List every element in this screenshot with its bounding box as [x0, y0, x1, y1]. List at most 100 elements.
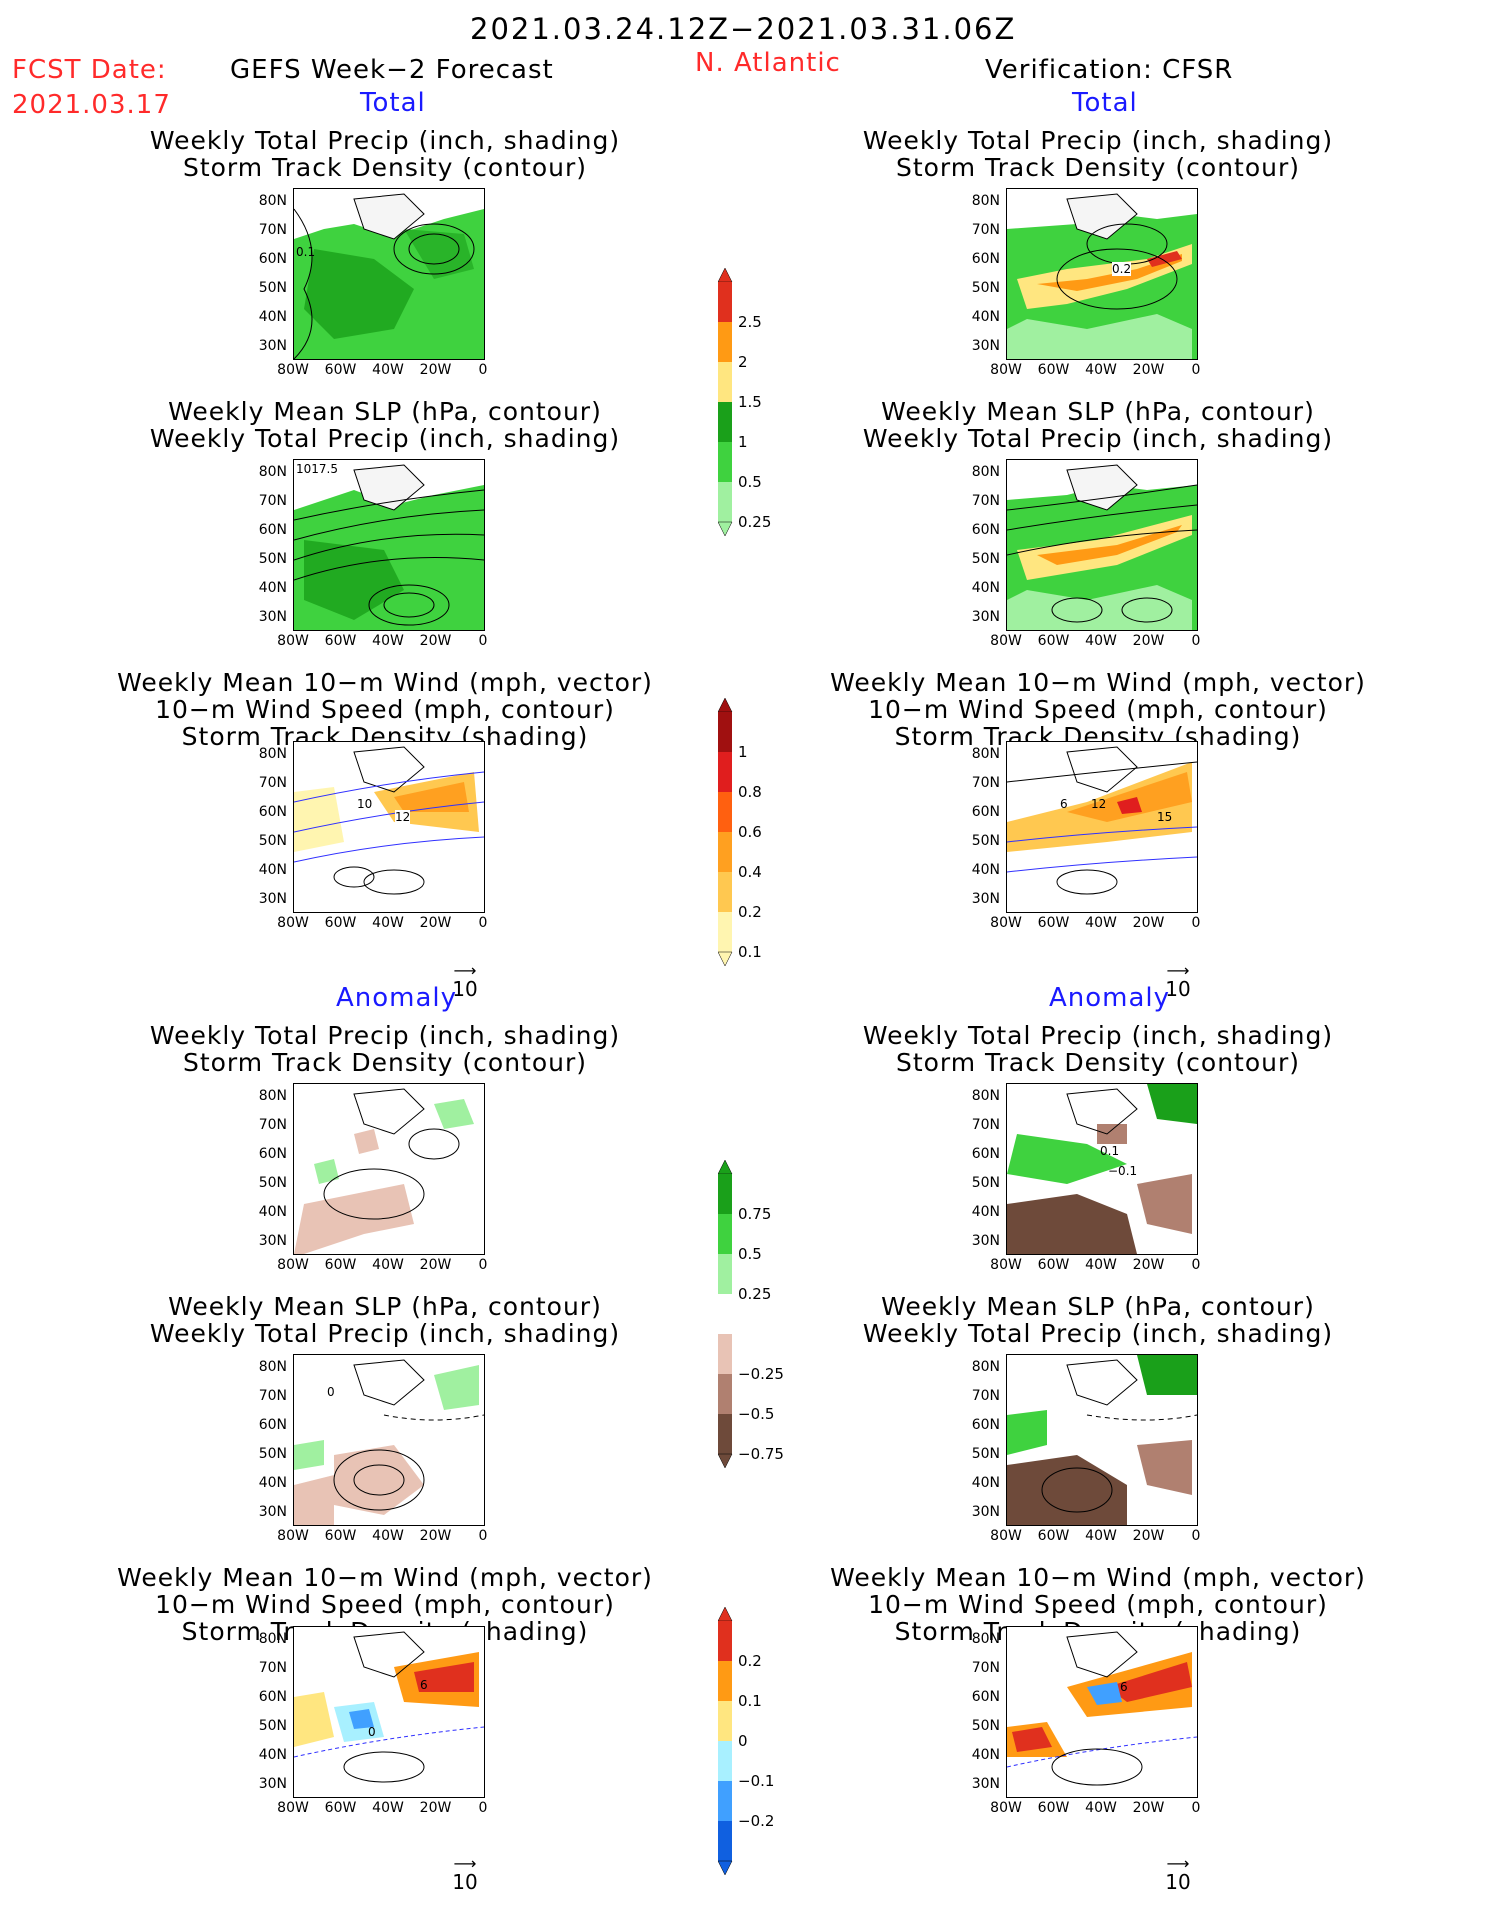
- lon-tick-label: 0: [478, 1257, 488, 1273]
- colorbar-segment: [718, 362, 732, 402]
- lon-tick-label: 0: [478, 915, 488, 931]
- lat-tick-label: 30N: [971, 891, 1000, 907]
- map-vf-total-precip-svg: [1007, 189, 1197, 359]
- colorbar-svg: [717, 1159, 733, 1469]
- colorbar-tick-label: 1: [738, 743, 748, 761]
- colorbar-tick-label: 0.75: [738, 1205, 772, 1223]
- fcst-date-value: 2021.03.17: [12, 90, 171, 120]
- colorbar-bottom-triangle: [717, 521, 733, 537]
- lon-tick-label: 0: [1191, 1528, 1201, 1544]
- colorbar-segment: [718, 712, 732, 752]
- lat-tick-label: 60N: [971, 251, 1000, 267]
- panel-title-fc-total-2: Weekly Mean SLP (hPa, contour) Weekly Tot…: [149, 397, 621, 453]
- lat-tick-label: 40N: [971, 1747, 1000, 1763]
- lat-tick-label: 80N: [258, 464, 287, 480]
- panel-title-fc-anom-2: Weekly Mean SLP (hPa, contour) Weekly Tot…: [149, 1292, 621, 1348]
- map-label-vf-anom-1b: −0.1: [1108, 1164, 1138, 1178]
- lat-tick-label: 70N: [971, 1660, 1000, 1676]
- lat-tick-label: 30N: [971, 609, 1000, 625]
- lon-tick-label: 60W: [1037, 1528, 1070, 1544]
- lon-tick-label: 40W: [372, 1800, 404, 1816]
- lat-tick-label: 80N: [258, 1359, 287, 1375]
- map-fc-total-wind: [293, 741, 485, 913]
- lon-tick-label: 60W: [1037, 362, 1070, 378]
- colorbar-tick-label: 0.5: [738, 473, 762, 491]
- map-vf-anom-slp: [1006, 1354, 1198, 1526]
- lon-tick-label: 0: [1191, 1800, 1201, 1816]
- map-label-fc-total-3a: 10: [357, 797, 373, 811]
- lat-tick-label: 60N: [971, 1146, 1000, 1162]
- map-label-vf-total-3c: 15: [1157, 810, 1173, 824]
- colorbar-svg: [717, 267, 733, 537]
- lon-tick-label: 40W: [1085, 1257, 1117, 1273]
- map-vf-anom-slp-svg: [1007, 1355, 1197, 1525]
- map-vf-anom-precip: [1006, 1083, 1198, 1255]
- colorbar-tick-label: 0.4: [738, 863, 762, 881]
- colorbar-tick-label: 0.2: [738, 1652, 762, 1670]
- lon-tick-label: 0: [1191, 362, 1201, 378]
- lat-tick-label: 70N: [971, 1117, 1000, 1133]
- lat-tick-label: 30N: [971, 1233, 1000, 1249]
- map-fc-total-slp: [293, 459, 485, 631]
- colorbar-segment: [718, 1254, 732, 1294]
- colorbar-tick-label: 0.1: [738, 1692, 762, 1710]
- colorbar-segment: [718, 1294, 732, 1334]
- lon-tick-label: 60W: [1037, 633, 1070, 649]
- lat-tick-label: 70N: [971, 222, 1000, 238]
- lat-tick-label: 50N: [258, 280, 287, 296]
- lon-tick-label: 80W: [990, 1257, 1022, 1273]
- lat-tick-label: 70N: [258, 775, 287, 791]
- lat-tick-label: 50N: [971, 833, 1000, 849]
- lat-tick-label: 60N: [258, 1417, 287, 1433]
- lat-tick-label: 50N: [258, 1446, 287, 1462]
- colorbar-segment: [718, 282, 732, 322]
- lat-tick-label: 80N: [971, 464, 1000, 480]
- lon-tick-label: 40W: [372, 362, 404, 378]
- lat-tick-label: 70N: [258, 1660, 287, 1676]
- colorbar-precip-anom: 0.75 0.5 0.25 −0.25 −0.5 −0.75: [717, 1159, 784, 1484]
- colorbar-segment: [718, 1374, 732, 1414]
- lon-tick-label: 60W: [324, 633, 357, 649]
- lat-tick-label: 40N: [971, 1204, 1000, 1220]
- lon-tick-label: 60W: [324, 1528, 357, 1544]
- colorbar-bottom-triangle: [717, 1860, 733, 1876]
- map-fc-total-slp-svg: [294, 460, 484, 630]
- lon-tick-label: 20W: [1132, 633, 1165, 649]
- colorbar-segment: [718, 1334, 732, 1374]
- lon-tick-label: 0: [478, 633, 488, 649]
- map-vf-anom-precip-svg: [1007, 1084, 1197, 1254]
- colorbar-tick-label: 0.1: [738, 943, 762, 961]
- map-vf-total-precip: [1006, 188, 1198, 360]
- lat-tick-label: 60N: [971, 1689, 1000, 1705]
- section-anomaly-right: Anomaly: [1049, 983, 1171, 1013]
- map-label-vf-anom-3: 6: [1120, 1680, 1128, 1694]
- lon-tick-label: 80W: [990, 362, 1022, 378]
- map-label-fc-total-3b: 12: [395, 810, 411, 824]
- lon-tick-label: 0: [478, 362, 488, 378]
- map-fc-anom-precip-svg: [294, 1084, 484, 1254]
- lon-tick-label: 80W: [277, 1528, 309, 1544]
- lon-tick-label: 20W: [1132, 915, 1165, 931]
- panel-title-vf-total-1: Weekly Total Precip (inch, shading) Storm…: [862, 126, 1334, 182]
- map-fc-anom-wind-svg: [294, 1627, 484, 1797]
- lon-tick-label: 0: [478, 1528, 488, 1544]
- lat-tick-label: 80N: [258, 746, 287, 762]
- lat-tick-label: 70N: [258, 493, 287, 509]
- colorbar-segment: [718, 1414, 732, 1454]
- lat-tick-label: 30N: [258, 891, 287, 907]
- colorbar-storm-total: 1 0.8 0.6 0.4 0.2 0.1: [717, 697, 762, 982]
- colorbar-segment: [718, 1781, 732, 1821]
- colorbar-tick-label: −0.25: [738, 1365, 784, 1383]
- panel-title-vf-total-3: Weekly Mean 10−m Wind (mph, vector) 10−m …: [830, 668, 1366, 751]
- lon-tick-label: 60W: [1037, 1257, 1070, 1273]
- lon-tick-label: 20W: [419, 915, 452, 931]
- colorbar-segment: [718, 1741, 732, 1781]
- map-label-fc-anom-3b: 0: [368, 1725, 376, 1739]
- vector-ref-fc-anom: ⟶ 10: [452, 1854, 478, 1895]
- lon-tick-label: 20W: [1132, 1800, 1165, 1816]
- panel-title-fc-anom-1: Weekly Total Precip (inch, shading) Storm…: [149, 1021, 621, 1077]
- lat-tick-label: 60N: [258, 804, 287, 820]
- lat-tick-label: 80N: [258, 1088, 287, 1104]
- colorbar-tick-label: −0.1: [738, 1772, 775, 1790]
- colorbar-segment: [718, 322, 732, 362]
